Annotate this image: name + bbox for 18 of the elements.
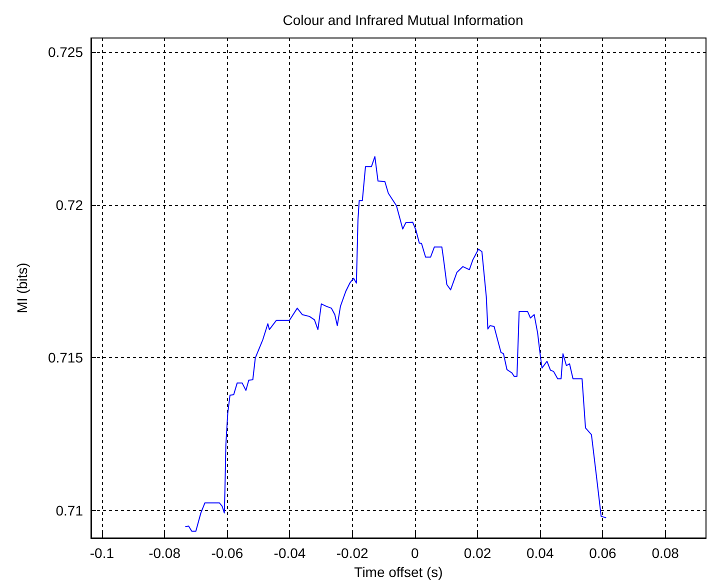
x-tick-label: 0.02 [464, 545, 492, 561]
chart-title: Colour and Infrared Mutual Information [282, 12, 524, 28]
y-tick-label: 0.71 [56, 502, 84, 518]
x-tick-label: 0.04 [526, 545, 554, 561]
x-tick-label: -0.04 [274, 545, 306, 561]
x-tick-label: -0.1 [90, 545, 114, 561]
y-tick-label: 0.72 [56, 196, 84, 213]
x-tick-label: -0.06 [211, 545, 244, 561]
x-tick-label: 0.06 [589, 545, 617, 561]
x-tick-label: -0.02 [336, 545, 368, 561]
y-tick-label: 0.725 [48, 44, 84, 60]
y-axis-title: MI (bits) [14, 262, 30, 314]
x-tick-label: 0 [411, 545, 420, 561]
y-tick-label: 0.715 [48, 350, 84, 366]
x-tick-label: -0.08 [148, 545, 181, 561]
line-series [184, 156, 607, 532]
x-axis-title: Time offset (s) [354, 564, 443, 580]
x-tick-label: 0.08 [652, 545, 680, 561]
